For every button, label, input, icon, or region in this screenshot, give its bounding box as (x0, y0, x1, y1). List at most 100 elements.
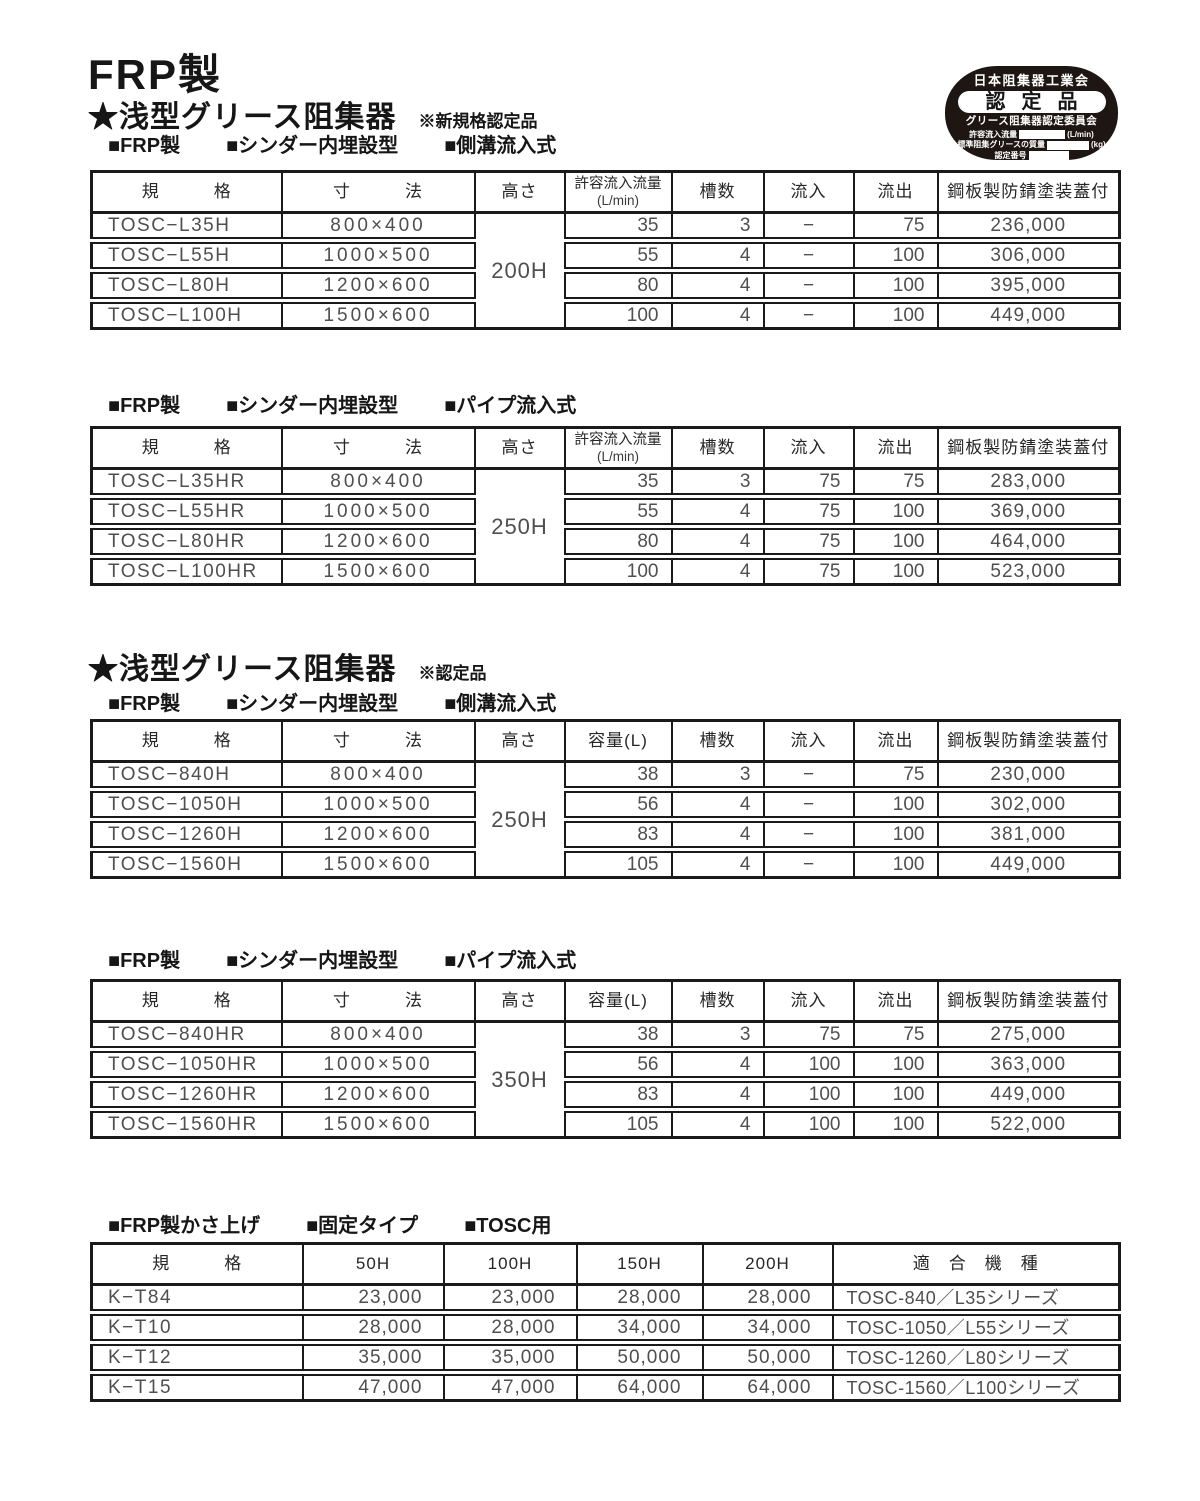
badge-certno-label: 認定番号 (994, 150, 1027, 160)
col-header-model: 規 格 (90, 1242, 304, 1286)
price-cell: 523,000 (936, 553, 1121, 585)
tag-for-tosc: ■TOSC用 (464, 1215, 552, 1237)
fit-series-cell: TOSC-1260／L80シリーズ (831, 1339, 1121, 1373)
capacity-cell: 105 (563, 846, 673, 878)
table-row: TOSC−1260H 1200×600 83 4 − 100 381,000 (90, 816, 1121, 850)
inlet-cell: 75 (762, 1021, 855, 1050)
header-row: 規 格 寸 法 高さ 容量(L) 槽数 流入 流出 鋼板製防錆塗装蓋付 (90, 719, 1121, 763)
col-header-capacity: 容量(L) (563, 719, 673, 763)
badge-certified-label: 認定品 (957, 90, 1106, 113)
capacity-cell: 56 (563, 1046, 673, 1080)
outlet-cell: 100 (852, 237, 939, 271)
size-cell: 1000×500 (280, 1046, 476, 1080)
table-row: TOSC−L80HR 1200×600 80 4 75 100 464,000 (90, 523, 1121, 557)
table-row: TOSC−L80H 1200×600 80 4 − 100 395,000 (90, 267, 1121, 301)
col-header-size: 寸 法 (280, 426, 476, 470)
col-header-outlet: 流出 (852, 979, 939, 1023)
size-cell: 1500×600 (280, 1106, 476, 1138)
inlet-cell: 75 (762, 468, 855, 497)
tag-inflow-type: ■パイプ流入式 (444, 395, 577, 417)
table-row: TOSC−L35H 800×400 200H 35 3 − 75 236,000 (90, 212, 1121, 329)
inlet-cell: − (762, 212, 855, 241)
col-header-price: 鋼板製防錆塗装蓋付 (936, 170, 1121, 214)
table-row: K−T10 28,000 28,000 34,000 34,000 TOSC-1… (90, 1309, 1121, 1343)
height-merged-cell: 250H (473, 468, 566, 585)
tag-install-type: ■シンダー内埋設型 (226, 135, 399, 157)
tanks-cell: 4 (670, 786, 765, 820)
tag-install-type: ■シンダー内埋設型 (226, 950, 399, 972)
size-cell: 800×400 (280, 1021, 476, 1050)
capacity-cell: 105 (563, 1106, 673, 1138)
tanks-cell: 4 (670, 1046, 765, 1080)
fit-series-cell: TOSC-1050／L55シリーズ (831, 1309, 1121, 1343)
price-150h-cell: 50,000 (575, 1339, 704, 1373)
col-header-size: 寸 法 (280, 979, 476, 1023)
model-cell: TOSC−1560H (90, 846, 283, 878)
inlet-cell: 100 (762, 1106, 855, 1138)
section1-note: ※新規格認定品 (418, 112, 538, 131)
col-header-capacity: 容量(L) (563, 979, 673, 1023)
col-header-outlet: 流出 (852, 170, 939, 214)
size-cell: 1000×500 (280, 786, 476, 820)
outlet-cell: 100 (852, 1046, 939, 1080)
table-row: TOSC−L55HR 1000×500 55 4 75 100 369,000 (90, 493, 1121, 527)
outlet-cell: 100 (852, 846, 939, 878)
col-header-fit: 適 合 機 種 (831, 1242, 1121, 1286)
inlet-cell: 75 (762, 523, 855, 557)
model-cell: TOSC−840HR (90, 1021, 283, 1050)
badge-certno-blank-box (1028, 151, 1069, 160)
badge-grease-blank-box (1046, 140, 1089, 150)
price-cell: 369,000 (936, 493, 1121, 527)
price-150h-cell: 64,000 (575, 1369, 704, 1401)
badge-flow-unit: (L/min) (1067, 129, 1094, 139)
tag-material: ■FRP製 (108, 950, 181, 972)
fit-series-cell: TOSC-840／L35シリーズ (831, 1284, 1121, 1313)
table-row: TOSC−L55H 1000×500 55 4 − 100 306,000 (90, 237, 1121, 271)
model-cell: TOSC−L80H (90, 267, 283, 301)
badge-grease-unit: (kg) (1090, 140, 1106, 149)
outlet-cell: 100 (852, 523, 939, 557)
col-header-price: 鋼板製防錆塗装蓋付 (936, 979, 1121, 1023)
flow-cell: 55 (563, 237, 673, 271)
flow-cell: 80 (563, 523, 673, 557)
outlet-cell: 75 (852, 212, 939, 241)
col-header-model: 規 格 (90, 426, 283, 470)
tanks-cell: 4 (670, 553, 765, 585)
inlet-cell: 100 (762, 1046, 855, 1080)
size-cell: 1000×500 (280, 493, 476, 527)
price-cell: 381,000 (936, 816, 1121, 850)
tanks-cell: 3 (670, 468, 765, 497)
inlet-cell: − (762, 816, 855, 850)
outlet-cell: 100 (852, 493, 939, 527)
height-merged-cell: 350H (473, 1021, 566, 1138)
flow-cell: 55 (563, 493, 673, 527)
tanks-cell: 4 (670, 846, 765, 878)
inlet-cell: 100 (762, 1076, 855, 1110)
badge-committee-label: グリース阻集器認定委員会 (965, 114, 1098, 127)
model-cell: K−T84 (90, 1284, 304, 1313)
col-header-size: 寸 法 (280, 719, 476, 763)
col-header-inlet: 流入 (762, 719, 855, 763)
tanks-cell: 4 (670, 267, 765, 301)
model-cell: TOSC−L35H (90, 212, 283, 241)
section2-heading: ★浅型グリース阻集器 ※認定品 (88, 655, 487, 685)
model-cell: TOSC−L55HR (90, 493, 283, 527)
size-cell: 1500×600 (280, 297, 476, 329)
price-50h-cell: 28,000 (301, 1309, 445, 1343)
outlet-cell: 75 (852, 468, 939, 497)
table3-tags: ■FRP製 ■シンダー内埋設型 ■側溝流入式 (108, 694, 556, 714)
model-cell: TOSC−L100HR (90, 553, 283, 585)
model-cell: TOSC−L55H (90, 237, 283, 271)
price-150h-cell: 34,000 (575, 1309, 704, 1343)
flow-cell: 80 (563, 267, 673, 301)
tag-install-type: ■シンダー内埋設型 (226, 693, 399, 715)
inlet-cell: − (762, 786, 855, 820)
col-header-outlet: 流出 (852, 719, 939, 763)
size-cell: 1200×600 (280, 267, 476, 301)
size-cell: 800×400 (280, 212, 476, 241)
table-row: TOSC−840H 800×400 250H 38 3 − 75 230,000 (90, 761, 1121, 878)
badge-certno-field: 認定番号 (995, 151, 1069, 160)
height-merged-cell: 250H (473, 761, 566, 878)
col-header-inlet: 流入 (762, 170, 855, 214)
price-cell: 363,000 (936, 1046, 1121, 1080)
